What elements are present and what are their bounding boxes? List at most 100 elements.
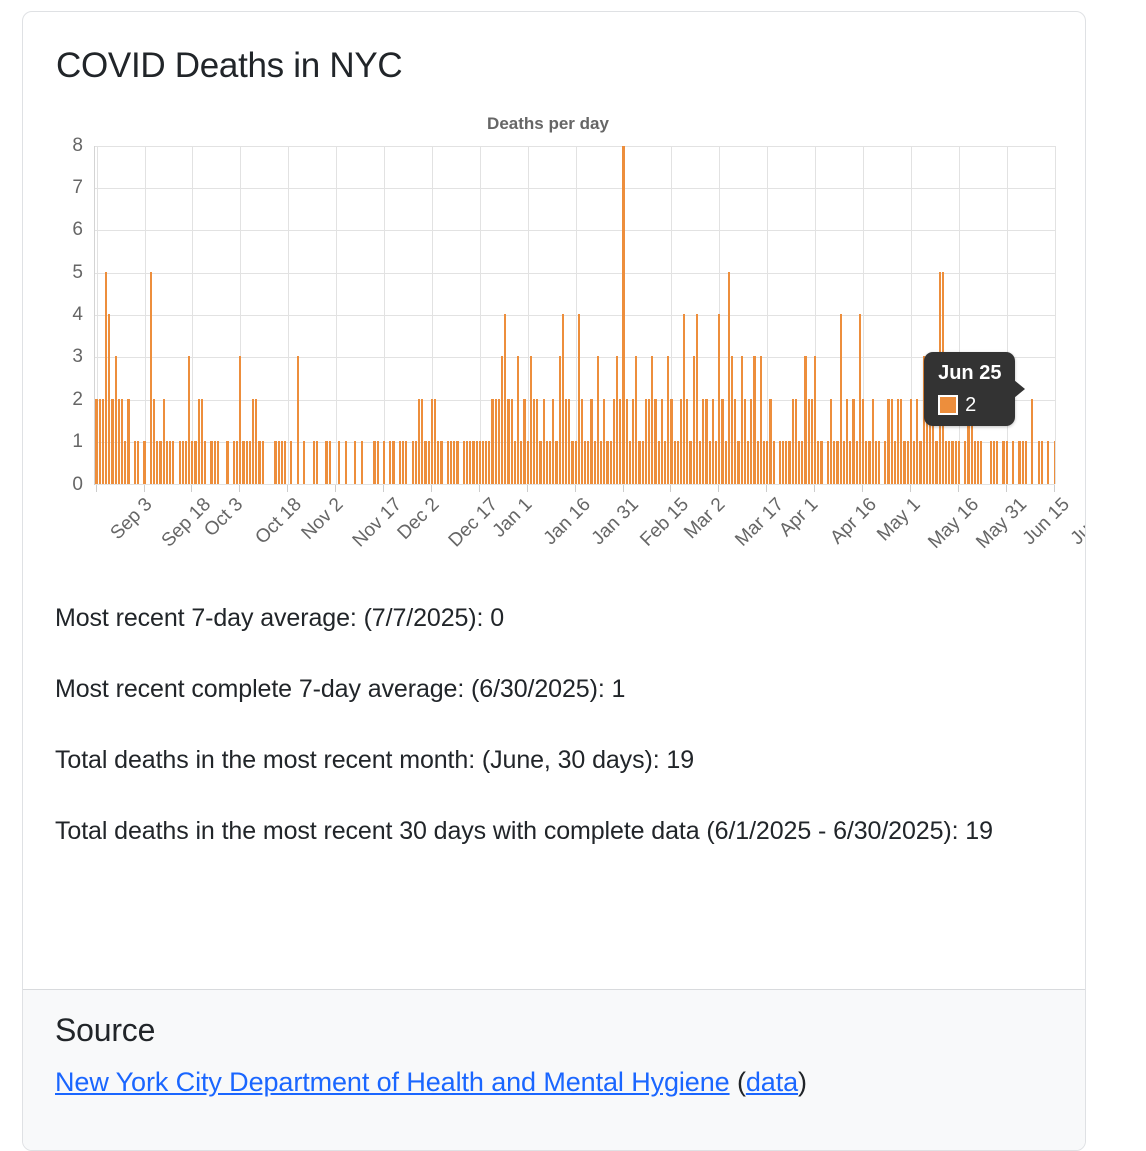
bar[interactable] (807, 398, 810, 484)
bar[interactable] (360, 441, 363, 484)
bar[interactable] (456, 441, 459, 484)
bar[interactable] (328, 441, 331, 484)
bar[interactable] (552, 398, 555, 484)
bar[interactable] (964, 441, 967, 484)
bar[interactable] (465, 441, 469, 484)
bar[interactable] (660, 398, 663, 484)
bar[interactable] (261, 441, 264, 484)
bar[interactable] (255, 398, 258, 484)
bar[interactable] (647, 398, 651, 484)
bar[interactable] (606, 441, 609, 484)
bar[interactable] (312, 441, 315, 484)
bar[interactable] (916, 398, 919, 484)
bar[interactable] (890, 398, 893, 484)
bar[interactable] (654, 398, 657, 484)
bar[interactable] (105, 271, 108, 484)
bar[interactable] (593, 441, 596, 484)
bar[interactable] (750, 398, 753, 484)
bar[interactable] (935, 441, 938, 484)
bar[interactable] (584, 441, 587, 484)
bar[interactable] (472, 441, 475, 484)
bar[interactable] (884, 441, 887, 484)
bar[interactable] (510, 398, 513, 484)
bar[interactable] (673, 441, 676, 484)
bar[interactable] (1021, 441, 1024, 484)
bar[interactable] (1018, 441, 1021, 484)
bar[interactable] (970, 398, 973, 484)
bar[interactable] (194, 441, 197, 484)
bar[interactable] (453, 441, 456, 484)
bar[interactable] (414, 441, 418, 484)
bar[interactable] (772, 441, 775, 484)
bar[interactable] (676, 441, 679, 484)
bar[interactable] (667, 356, 670, 484)
bar[interactable] (702, 398, 705, 484)
bar[interactable] (114, 356, 117, 484)
bar[interactable] (424, 441, 427, 484)
bar[interactable] (609, 441, 612, 484)
bar[interactable] (791, 398, 794, 484)
bar[interactable] (137, 441, 140, 484)
bar[interactable] (542, 398, 545, 484)
bar[interactable] (210, 441, 213, 484)
bar[interactable] (616, 356, 619, 484)
bar[interactable] (957, 441, 960, 484)
bar[interactable] (405, 441, 408, 484)
bar[interactable] (705, 398, 708, 484)
bar[interactable] (478, 441, 481, 484)
bar[interactable] (577, 314, 580, 484)
bar[interactable] (731, 356, 734, 484)
bar[interactable] (159, 441, 162, 484)
bar[interactable] (903, 441, 906, 484)
bar[interactable] (200, 398, 204, 484)
bar[interactable] (868, 441, 871, 484)
bar[interactable] (517, 356, 520, 484)
bar[interactable] (191, 441, 194, 484)
bar[interactable] (494, 398, 497, 484)
source-primary-link[interactable]: New York City Department of Health and M… (55, 1067, 730, 1097)
bar[interactable] (788, 441, 791, 484)
bar[interactable] (874, 441, 877, 484)
bar[interactable] (897, 398, 900, 484)
bar[interactable] (778, 441, 782, 484)
bar[interactable] (117, 398, 121, 484)
bar[interactable] (861, 398, 865, 484)
bar[interactable] (421, 398, 424, 484)
bar[interactable] (121, 398, 124, 484)
bar[interactable] (258, 441, 261, 484)
bar[interactable] (242, 441, 245, 484)
bar[interactable] (251, 398, 255, 484)
bar[interactable] (743, 398, 746, 484)
bar[interactable] (504, 314, 507, 484)
bar[interactable] (967, 398, 970, 484)
bar[interactable] (376, 441, 379, 484)
bar[interactable] (181, 441, 184, 484)
bar[interactable] (449, 441, 453, 484)
bar[interactable] (992, 441, 996, 484)
bar[interactable] (651, 356, 654, 484)
bar[interactable] (520, 441, 523, 484)
bar[interactable] (948, 441, 951, 484)
bar[interactable] (568, 398, 571, 484)
bar[interactable] (635, 356, 638, 484)
bar[interactable] (798, 441, 801, 484)
bar[interactable] (625, 398, 628, 484)
bar[interactable] (389, 441, 392, 484)
bar[interactable] (197, 398, 200, 484)
bar[interactable] (303, 441, 306, 484)
bar[interactable] (836, 441, 839, 484)
bar[interactable] (564, 398, 568, 484)
bar[interactable] (769, 398, 772, 484)
bar[interactable] (632, 398, 635, 484)
bar[interactable] (708, 441, 711, 484)
bar[interactable] (622, 145, 625, 484)
bar[interactable] (1005, 441, 1008, 484)
bar[interactable] (178, 441, 181, 484)
bar[interactable] (842, 441, 845, 484)
bar[interactable] (785, 441, 788, 484)
bar[interactable] (469, 441, 472, 484)
bar[interactable] (753, 356, 756, 484)
bar[interactable] (162, 398, 165, 484)
bar[interactable] (1012, 441, 1015, 484)
bar[interactable] (491, 398, 494, 484)
